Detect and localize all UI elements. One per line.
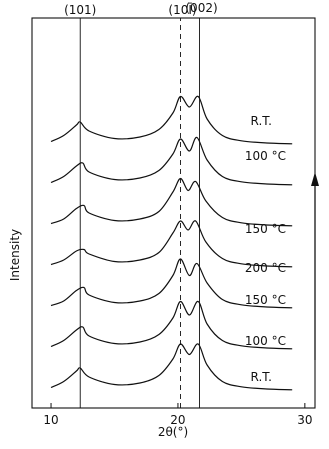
series-label-4: 150 °C bbox=[245, 222, 286, 236]
series-label-2: 150 °C bbox=[245, 293, 286, 307]
plot-frame bbox=[31, 17, 316, 409]
peak-labels: (101) (10Ī)(002) bbox=[64, 1, 218, 17]
series-label-5: 100 °C bbox=[245, 149, 286, 163]
series-curve-2 bbox=[50, 258, 293, 309]
series-curve-3 bbox=[50, 220, 293, 268]
peak-lines bbox=[79, 18, 200, 408]
series-labels: R.T. 100 °C 150 °C 200 °C 150 °C 100 °C R.T. bbox=[245, 114, 286, 384]
series-label-1: 100 °C bbox=[245, 334, 286, 348]
series-curve-0 bbox=[50, 343, 293, 391]
series-curve-1 bbox=[50, 300, 293, 350]
series-curve-4 bbox=[50, 177, 293, 227]
heating-direction-arrow-icon bbox=[311, 172, 319, 360]
x-tick-label-2: 30 bbox=[297, 413, 312, 427]
series-label-0: R.T. bbox=[251, 370, 272, 384]
series-label-3: 200 °C bbox=[245, 261, 286, 275]
x-axis-label: 2θ(°) bbox=[158, 425, 188, 439]
series-curve-6 bbox=[50, 95, 293, 145]
x-axis-ticks: 10 20 30 bbox=[43, 403, 312, 427]
x-tick-label-1: 20 bbox=[170, 413, 185, 427]
y-axis-label: Intensity bbox=[8, 229, 22, 281]
curves bbox=[50, 95, 293, 391]
x-tick-label-0: 10 bbox=[43, 413, 58, 427]
peak-label-2: (002) bbox=[185, 1, 217, 15]
series-curve-5 bbox=[50, 136, 293, 186]
peak-label-0: (101) bbox=[64, 3, 96, 17]
peak-label-1: (10Ī) bbox=[168, 3, 196, 17]
series-label-6: R.T. bbox=[251, 114, 272, 128]
